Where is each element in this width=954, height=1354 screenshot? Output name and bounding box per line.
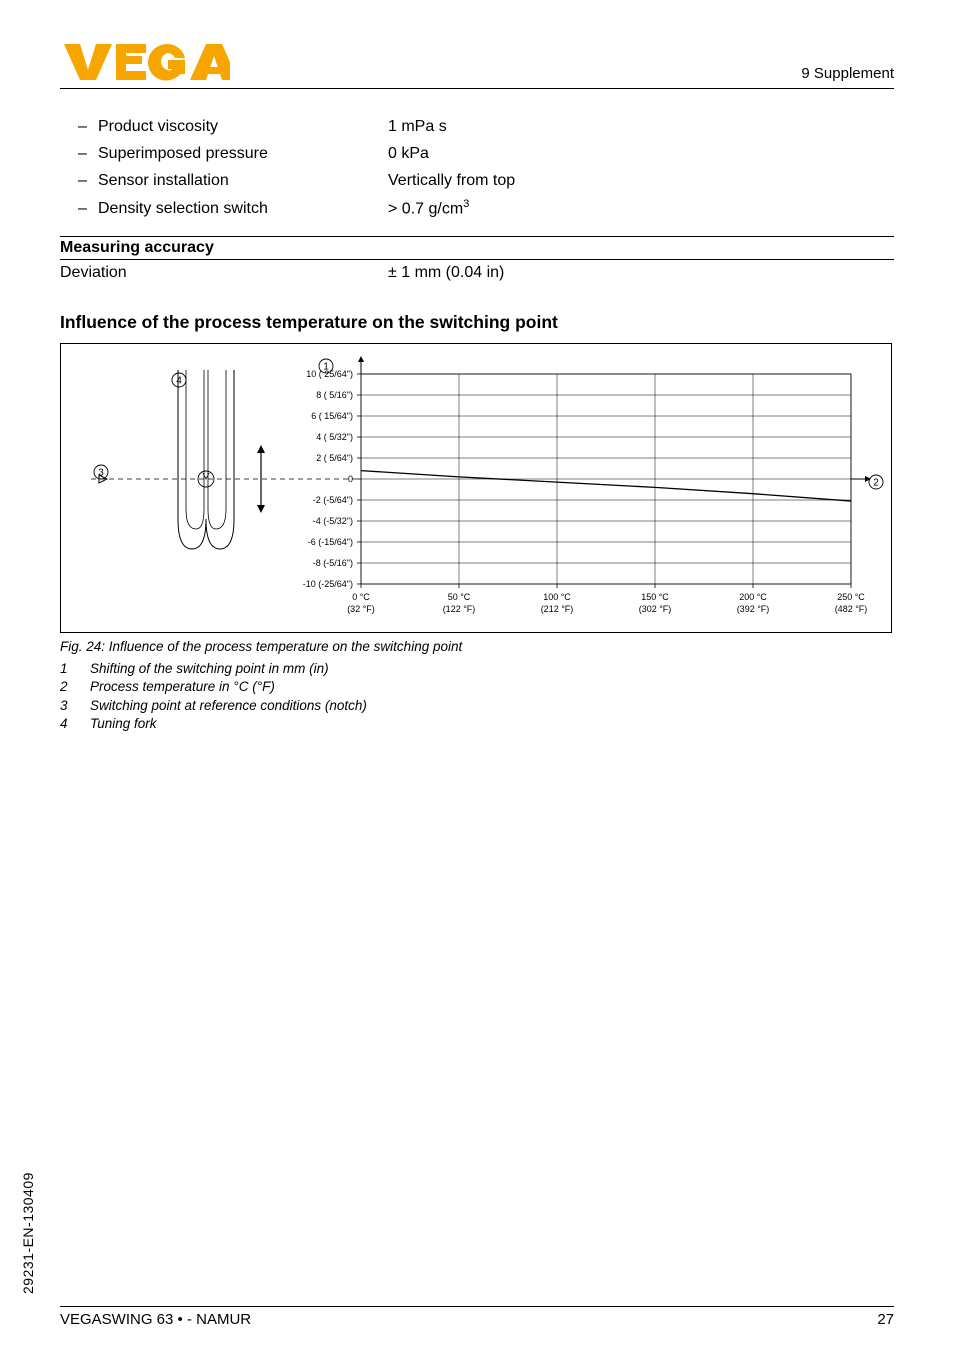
svg-text:(122 °F): (122 °F) <box>443 604 476 614</box>
bullet-dash: – <box>78 140 98 167</box>
vega-logo <box>60 40 230 82</box>
spec-row: – Sensor installation Vertically from to… <box>78 167 894 194</box>
chart-title: Influence of the process temperature on … <box>60 312 894 333</box>
svg-text:0 °C: 0 °C <box>352 592 370 602</box>
deviation-row: Deviation ± 1 mm (0.04 in) <box>60 264 894 282</box>
svg-text:(302 °F): (302 °F) <box>639 604 672 614</box>
legend-num: 4 <box>60 715 90 733</box>
svg-text:2: 2 <box>873 478 879 489</box>
header: 9 Supplement <box>60 40 894 89</box>
footer-left: VEGASWING 63 • - NAMUR <box>60 1311 251 1328</box>
svg-text:-8 (-5/16"): -8 (-5/16") <box>313 558 353 568</box>
bullet-dash: – <box>78 113 98 140</box>
svg-text:100 °C: 100 °C <box>543 592 571 602</box>
spec-value: 1 mPa s <box>388 113 894 140</box>
legend-num: 3 <box>60 697 90 715</box>
spec-label: Density selection switch <box>98 195 388 223</box>
chart-legend: 1Shifting of the switching point in mm (… <box>60 660 894 733</box>
spec-label: Product viscosity <box>98 113 388 140</box>
svg-text:8 ( 5/16"): 8 ( 5/16") <box>316 390 353 400</box>
legend-num: 2 <box>60 678 90 696</box>
svg-text:2 ( 5/64"): 2 ( 5/64") <box>316 453 353 463</box>
svg-text:3: 3 <box>98 468 104 479</box>
spec-row: – Superimposed pressure 0 kPa <box>78 140 894 167</box>
spec-value: Vertically from top <box>388 167 894 194</box>
spec-row: – Product viscosity 1 mPa s <box>78 113 894 140</box>
spec-row: – Density selection switch > 0.7 g/cm3 <box>78 195 894 223</box>
svg-text:(32 °F): (32 °F) <box>347 604 375 614</box>
bullet-dash: – <box>78 167 98 194</box>
legend-num: 1 <box>60 660 90 678</box>
svg-text:6 ( 15/64"): 6 ( 15/64") <box>311 411 353 421</box>
deviation-value: ± 1 mm (0.04 in) <box>388 264 504 282</box>
svg-text:200 °C: 200 °C <box>739 592 767 602</box>
spec-value: > 0.7 g/cm3 <box>388 195 894 223</box>
bullet-dash: – <box>78 195 98 223</box>
footer: VEGASWING 63 • - NAMUR 27 <box>60 1306 894 1328</box>
footer-page: 27 <box>877 1311 894 1328</box>
svg-text:(212 °F): (212 °F) <box>541 604 574 614</box>
svg-text:(392 °F): (392 °F) <box>737 604 770 614</box>
svg-text:150 °C: 150 °C <box>641 592 669 602</box>
measuring-accuracy-title: Measuring accuracy <box>60 237 894 259</box>
divider <box>60 259 894 260</box>
doc-id-vertical: 29231-EN-130409 <box>20 1172 36 1294</box>
svg-text:-4 (-5/32"): -4 (-5/32") <box>313 516 353 526</box>
legend-text: Tuning fork <box>90 715 157 733</box>
legend-text: Switching point at reference conditions … <box>90 697 367 715</box>
header-supplement: 9 Supplement <box>801 65 894 82</box>
svg-text:-2 (-5/64"): -2 (-5/64") <box>313 495 353 505</box>
svg-text:-10 (-25/64"): -10 (-25/64") <box>303 579 353 589</box>
spec-list: – Product viscosity 1 mPa s – Superimpos… <box>78 113 894 222</box>
svg-text:-6 (-15/64"): -6 (-15/64") <box>308 537 353 547</box>
svg-text:50 °C: 50 °C <box>448 592 471 602</box>
svg-text:(482 °F): (482 °F) <box>835 604 868 614</box>
legend-text: Process temperature in °C (°F) <box>90 678 275 696</box>
svg-text:4 ( 5/32"): 4 ( 5/32") <box>316 432 353 442</box>
svg-text:10 ( 25/64"): 10 ( 25/64") <box>306 369 353 379</box>
spec-label: Sensor installation <box>98 167 388 194</box>
deviation-label: Deviation <box>60 264 388 282</box>
svg-text:1: 1 <box>323 362 329 373</box>
chart-caption: Fig. 24: Influence of the process temper… <box>60 639 894 654</box>
svg-text:4: 4 <box>176 376 182 387</box>
svg-text:250 °C: 250 °C <box>837 592 865 602</box>
legend-text: Shifting of the switching point in mm (i… <box>90 660 329 678</box>
spec-label: Superimposed pressure <box>98 140 388 167</box>
spec-value: 0 kPa <box>388 140 894 167</box>
temperature-chart: 10 ( 25/64") 8 ( 5/16") 6 ( 15/64") 4 ( 5/3… <box>60 343 892 633</box>
